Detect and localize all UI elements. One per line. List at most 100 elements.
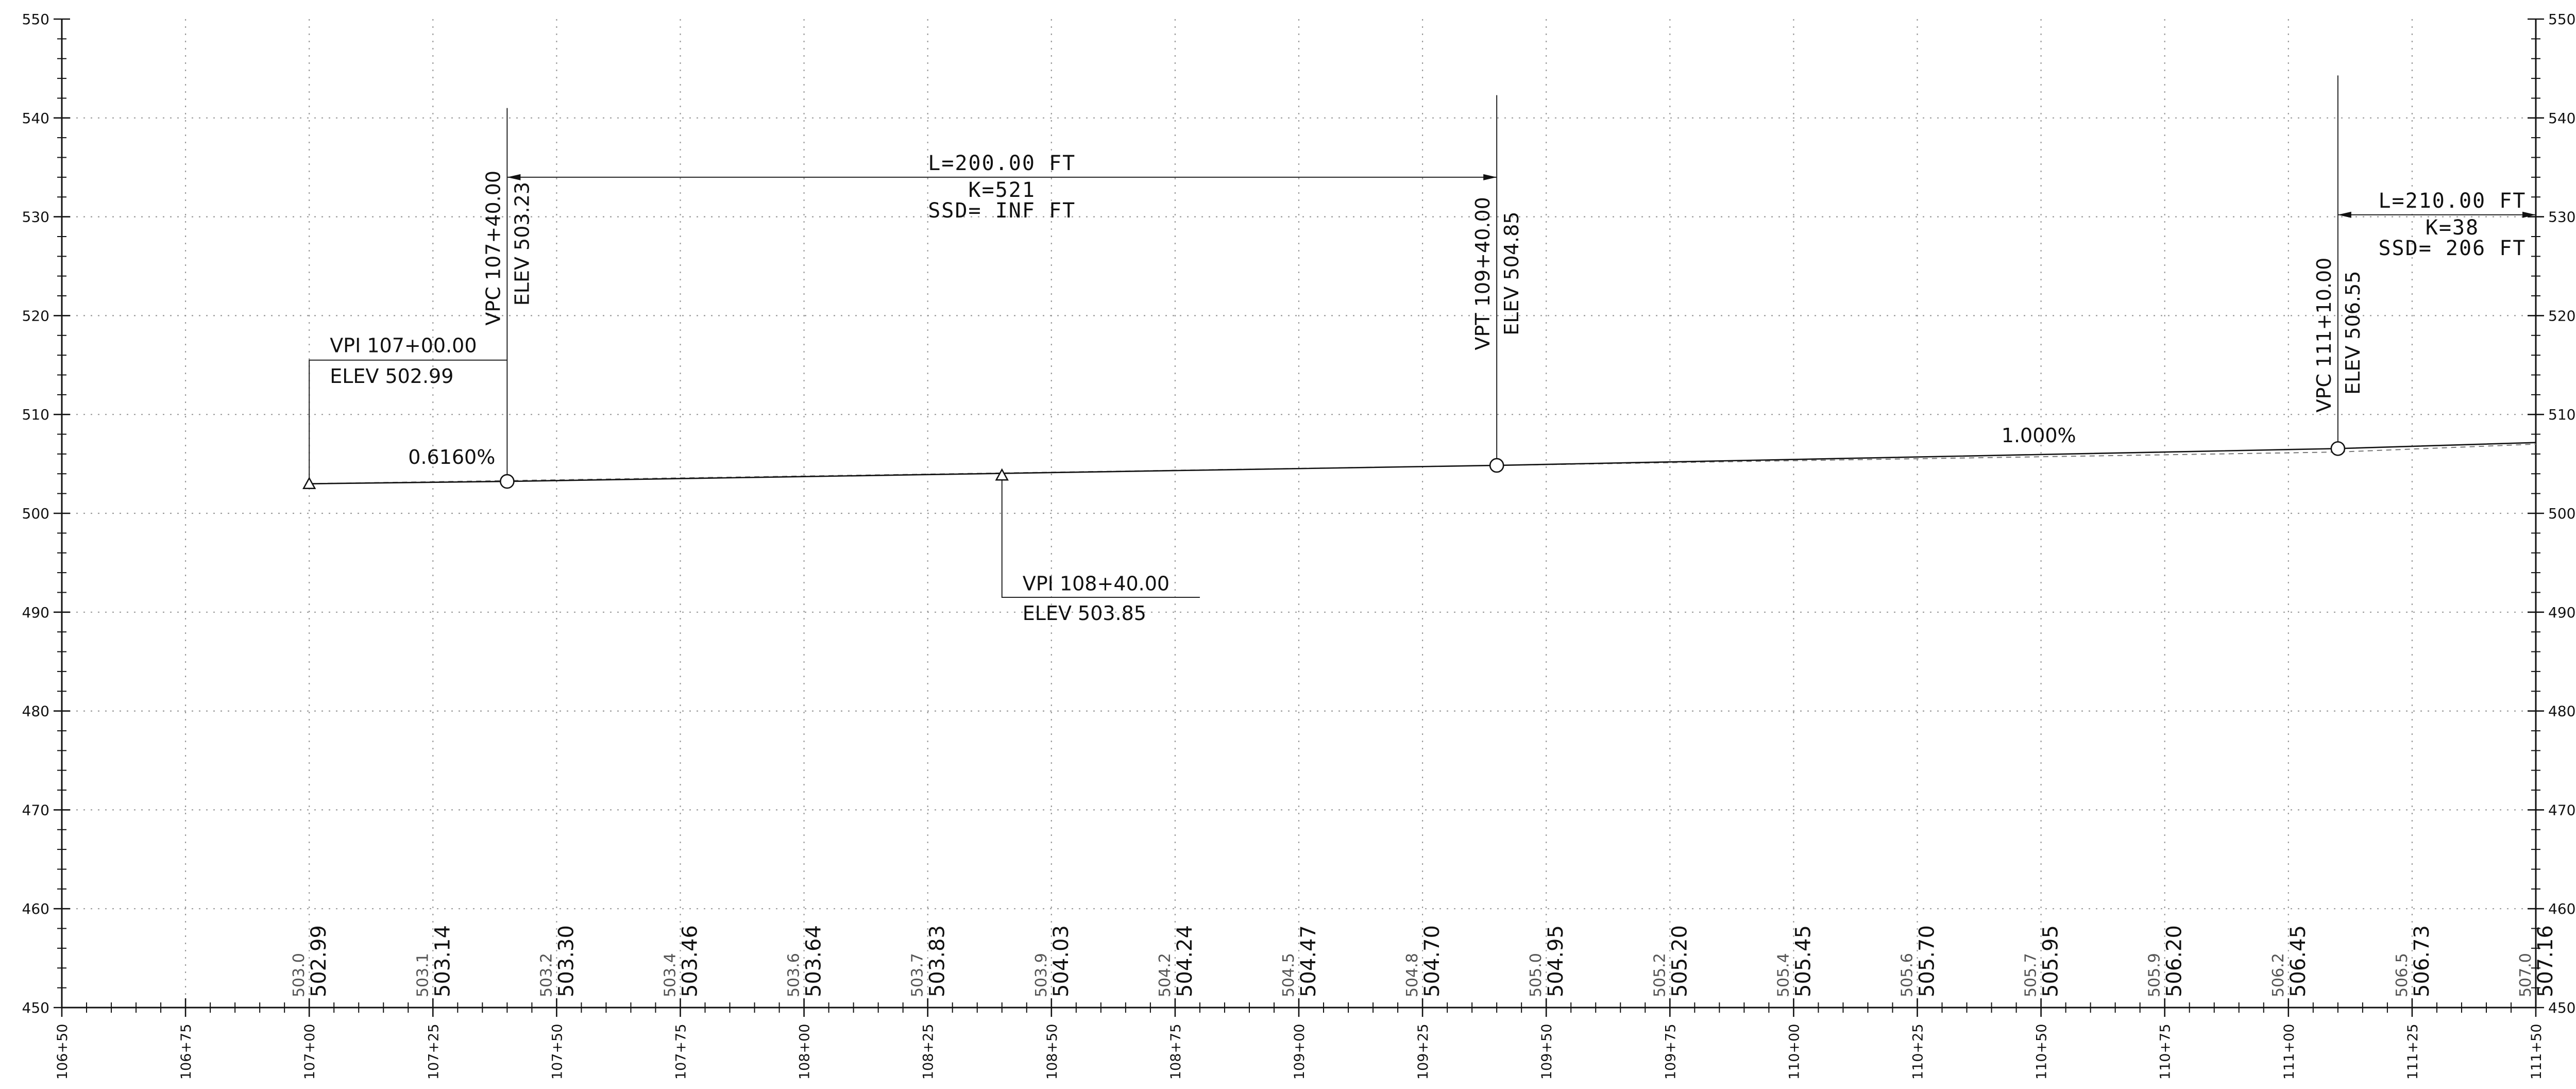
curve2-k-label: K=38 — [2426, 216, 2479, 240]
station-label: 106+75 — [178, 1024, 194, 1080]
existing-elevation-label: 504.2 — [1156, 953, 1174, 997]
station-label: 111+25 — [2405, 1024, 2421, 1080]
elevation-label-right: 460 — [2548, 900, 2575, 917]
vpi2-marker — [995, 468, 1009, 481]
vpi1-leader — [309, 359, 507, 484]
elevation-label-left: 540 — [22, 110, 49, 127]
station-label: 110+25 — [1910, 1024, 1926, 1080]
existing-elevation-label: 505.6 — [1899, 953, 1917, 997]
station-label: 109+50 — [1539, 1024, 1555, 1080]
proposed-elevation-label: 506.73 — [2410, 925, 2434, 997]
proposed-elevation-label: 505.20 — [1668, 925, 1691, 997]
elevation-label-left: 500 — [22, 505, 49, 522]
elevation-label-left: 460 — [22, 900, 49, 917]
curve2-arrow-right — [2522, 211, 2536, 218]
elevation-label-right: 540 — [2548, 110, 2575, 127]
grade2-label: 1.000% — [2002, 424, 2076, 447]
curve1-length-label: L=200.00 FT — [928, 152, 1076, 175]
proposed-grade-line — [309, 442, 2536, 484]
station-label: 108+00 — [797, 1024, 813, 1080]
existing-elevation-label: 503.6 — [785, 953, 803, 997]
existing-elevation-label: 506.2 — [2269, 953, 2287, 997]
vpc2-station-label: VPC 111+10.00 — [2313, 258, 2335, 413]
proposed-elevation-label: 504.47 — [1297, 925, 1320, 997]
station-label: 110+50 — [2034, 1024, 2050, 1080]
vpc1-station-label: VPC 107+40.00 — [482, 171, 504, 326]
station-label: 111+50 — [2529, 1024, 2545, 1080]
vpt1-station-label: VPT 109+40.00 — [1471, 197, 1494, 350]
vpt1-elevation-label: ELEV 504.85 — [1500, 212, 1523, 336]
proposed-elevation-label: 505.95 — [2039, 925, 2063, 997]
station-label: 106+50 — [55, 1024, 71, 1080]
vpi1-elevation-label: ELEV 502.99 — [330, 365, 453, 388]
station-label: 110+75 — [2158, 1024, 2174, 1080]
vpc2-elevation-label: ELEV 506.55 — [2342, 271, 2364, 395]
proposed-elevation-label: 503.46 — [679, 925, 702, 997]
proposed-elevation-label: 503.14 — [431, 925, 454, 997]
proposed-elevation-label: 503.64 — [802, 925, 826, 997]
station-label: 107+75 — [673, 1024, 689, 1080]
station-label: 108+50 — [1044, 1024, 1060, 1080]
existing-elevation-label: 505.0 — [1527, 953, 1545, 997]
existing-elevation-label: 505.2 — [1651, 953, 1669, 997]
existing-elevation-label: 504.8 — [1403, 953, 1421, 997]
annotations: VPI 107+00.00 ELEV 502.99 VPC 107+40.00 ELE… — [302, 75, 2536, 625]
vpi1-marker — [302, 476, 316, 489]
elevation-label-left: 480 — [22, 703, 49, 720]
proposed-profile — [309, 442, 2536, 484]
curve1-arrow-right — [1483, 174, 1497, 180]
existing-ground — [309, 443, 2536, 484]
elevation-label-right: 520 — [2548, 307, 2575, 324]
elevation-label-right: 480 — [2548, 703, 2575, 720]
proposed-elevation-label: 504.95 — [1544, 925, 1568, 997]
existing-elevation-label: 505.4 — [1774, 953, 1792, 997]
existing-elevation-label: 505.7 — [2022, 953, 2040, 997]
elevation-label-left: 520 — [22, 307, 49, 324]
elevation-label-left: 450 — [22, 999, 49, 1016]
proposed-elevation-label: 503.30 — [554, 925, 578, 997]
curve1-arrow-left — [507, 174, 521, 180]
station-label: 107+00 — [302, 1024, 318, 1080]
existing-elevation-label: 505.9 — [2146, 953, 2164, 997]
existing-elevation-label: 503.0 — [290, 953, 308, 997]
existing-ground-line — [309, 443, 2536, 484]
vpi2-elevation-label: ELEV 503.85 — [1023, 602, 1146, 625]
proposed-elevation-label: 504.24 — [1173, 925, 1197, 997]
existing-elevation-label: 503.7 — [909, 953, 927, 997]
proposed-elevation-label: 504.03 — [1049, 925, 1073, 997]
vpi2-leader — [1001, 475, 1200, 598]
curve1-k-label: K=521 — [969, 178, 1036, 202]
existing-elevation-label: 507.0 — [2517, 953, 2535, 997]
elevation-label-left: 470 — [22, 801, 49, 818]
curve2-arrow-left — [2337, 211, 2351, 218]
existing-elevation-label: 503.2 — [537, 953, 555, 997]
elevation-label-right: 500 — [2548, 505, 2575, 522]
station-label: 107+25 — [426, 1024, 442, 1080]
vpc2-marker — [2330, 441, 2346, 456]
elevation-label-right: 510 — [2548, 406, 2575, 423]
proposed-elevation-label: 507.16 — [2534, 925, 2557, 997]
elevation-label-left: 530 — [22, 209, 49, 226]
proposed-elevation-label: 506.20 — [2163, 925, 2187, 997]
curve2-ssd-label: SSD= 206 FT — [2378, 237, 2526, 260]
elevation-label-left: 550 — [22, 11, 49, 28]
vpi2-station-label: VPI 108+40.00 — [1023, 573, 1170, 595]
vpc1-marker — [500, 474, 515, 489]
station-label: 109+00 — [1292, 1024, 1308, 1080]
curve2-length-label: L=210.00 FT — [2378, 189, 2526, 213]
grid-lines — [62, 19, 2536, 1008]
proposed-elevation-label: 505.45 — [1791, 925, 1815, 997]
axes — [54, 18, 2544, 1017]
vpt1-marker — [1489, 458, 1504, 473]
proposed-elevation-label: 505.70 — [1916, 925, 1939, 997]
proposed-elevation-label: 506.45 — [2286, 925, 2310, 997]
station-label: 107+50 — [549, 1024, 565, 1080]
station-label: 108+75 — [1168, 1024, 1184, 1080]
elevation-labels: 450 450 460 460 470 470 480 480 490 490 500 500 510 5… — [22, 11, 2576, 1016]
station-label: 109+75 — [1663, 1024, 1679, 1080]
proposed-elevation-label: 502.99 — [307, 925, 331, 997]
elevation-label-right: 530 — [2548, 209, 2575, 226]
elevation-label-right: 550 — [2548, 11, 2575, 28]
